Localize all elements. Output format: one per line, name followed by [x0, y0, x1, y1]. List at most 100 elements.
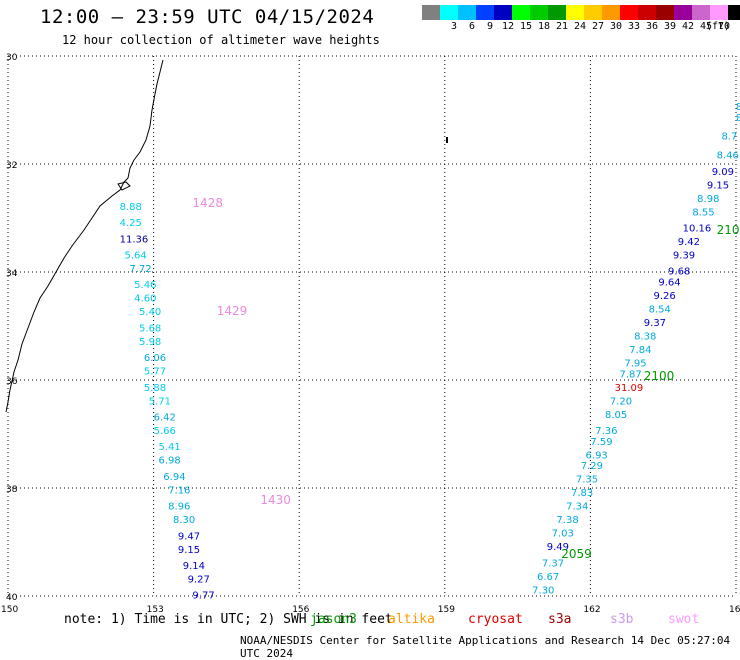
- lat-lon-grid: [7, 55, 737, 597]
- track: 8.88 4.25 11.36 5.64 7.72 5.46 4.60 5.40 5.68 5.9…: [120, 196, 291, 602]
- wave-height-value: 5.77: [144, 367, 166, 378]
- lat-tick-label: 40: [6, 593, 18, 603]
- legend-label: 24: [574, 21, 587, 32]
- wave-height-value: 5.88: [144, 383, 166, 394]
- legend-swatch: [566, 5, 584, 20]
- axis-labels: 30 32 34 36 38 40 150 153 156 159 162 165: [1, 53, 740, 615]
- wave-height-value: 7.83: [571, 488, 593, 499]
- satellite-altika: altika: [388, 612, 435, 627]
- wave-height-value: 10.16: [683, 224, 712, 235]
- legend-label: 30: [610, 21, 623, 32]
- legend-label: 12: [502, 21, 515, 32]
- wave-height-value: 6.06: [144, 353, 166, 364]
- wave-height-value: 9.47: [178, 531, 200, 542]
- wave-height-value: 8.7: [721, 132, 737, 143]
- legend-swatch: [548, 5, 566, 20]
- wave-height-value: 6.98: [158, 456, 180, 467]
- wave-height-value: 7.16: [168, 485, 190, 496]
- legend-swatch: [512, 5, 530, 20]
- wave-height-value: 6.93: [586, 450, 608, 461]
- wave-height-value: 7.30: [532, 585, 554, 596]
- satellite-cryosat: cryosat: [468, 612, 523, 627]
- legend-label: 27: [592, 21, 605, 32]
- island: [446, 137, 448, 143]
- wave-height-value: 7.59: [590, 437, 612, 448]
- lon-tick-label: 162: [583, 605, 600, 615]
- legend-label: 9: [487, 21, 494, 32]
- lat-tick-label: 32: [6, 161, 17, 171]
- lon-tick-label: 150: [1, 605, 18, 615]
- wave-height-value: 9.49: [547, 542, 569, 553]
- wave-height-value: 7.36: [595, 426, 617, 437]
- wave-height-value: 7.03: [552, 529, 574, 540]
- map-title: 12:00 — 23:59 UTC 04/15/2024: [40, 6, 375, 28]
- wave-height-value: 6.42: [154, 413, 176, 424]
- legend-swatch: [458, 5, 476, 20]
- legend-swatch: [494, 5, 512, 20]
- legend-swatch: [476, 5, 494, 20]
- legend-swatch: [440, 5, 458, 20]
- footnote: note: 1) Time is in UTC; 2) SWH is in fe…: [64, 612, 393, 627]
- wave-height-value: 7.20: [610, 396, 632, 407]
- wave-height-value: 8: [736, 102, 740, 113]
- legend-label: 18: [538, 21, 551, 32]
- wave-height-value: 5.41: [158, 442, 180, 453]
- wave-height-value: 5.98: [139, 337, 161, 348]
- wave-height-value: 9.77: [192, 591, 214, 602]
- wave-height-value: 9.39: [673, 251, 695, 262]
- wave-height-value: 8.46: [717, 151, 739, 162]
- lon-tick-label: 153: [147, 605, 164, 615]
- map-subtitle: 12 hour collection of altimeter wave hei…: [62, 33, 380, 47]
- lat-tick-label: 30: [6, 53, 18, 63]
- legend-label: 36: [646, 21, 659, 32]
- satellite-s3a: s3a: [548, 612, 572, 627]
- pass-label: 1430: [260, 493, 291, 507]
- wave-height-value: 7.37: [542, 558, 564, 569]
- pass-label: 210: [717, 223, 740, 237]
- track: 88. 8.7 8.46 9.09 9.15 8.98 8.55 10.16 9.42 9.39 9…: [532, 102, 740, 596]
- legend-label: 21: [556, 21, 569, 32]
- satellite-s3b: s3b: [610, 612, 634, 627]
- wave-height-value: 9.15: [178, 545, 200, 556]
- wave-height-value: 5.71: [149, 396, 171, 407]
- pass-label: 1429: [217, 304, 248, 318]
- wave-height-value: 9.15: [707, 180, 729, 191]
- lon-tick-label: 165: [729, 605, 740, 615]
- legend-swatch: [620, 5, 638, 20]
- color-legend: [422, 5, 740, 20]
- satellite-tracks: 8.88 4.25 11.36 5.64 7.72 5.46 4.60 5.40 5.68 5.9…: [120, 102, 740, 602]
- wave-height-value: 9.42: [678, 237, 700, 248]
- credit-line: NOAA/NESDIS Center for Satellite Applica…: [240, 634, 731, 660]
- legend-label: 15: [520, 21, 533, 32]
- pass-label: 2100: [644, 369, 675, 383]
- satellite-swot: swot: [668, 612, 700, 627]
- wave-height-value: 9.09: [712, 167, 734, 178]
- legend-unit: (ft): [706, 21, 731, 32]
- wave-height-value: 9.27: [188, 575, 210, 586]
- wave-height-value: 7.38: [556, 515, 578, 526]
- wave-height-value: 6.67: [537, 572, 559, 583]
- legend-swatch: [728, 5, 740, 20]
- lon-tick-label: 159: [438, 605, 455, 615]
- wave-height-value: 9.37: [644, 318, 666, 329]
- wave-height-value: 6.94: [163, 472, 185, 483]
- wave-height-value: 7.29: [581, 461, 603, 472]
- wave-height-value: 7.35: [576, 475, 598, 486]
- legend-swatch: [530, 5, 548, 20]
- satellite-jason3: jason3: [310, 612, 357, 627]
- wave-height-value: 9.68: [668, 267, 690, 278]
- legend-label: 33: [628, 21, 641, 32]
- lat-tick-label: 36: [6, 377, 18, 387]
- wave-height-value: 5.46: [134, 280, 156, 291]
- wave-height-value: 7.72: [129, 264, 151, 275]
- wave-height-value: 31.09: [615, 383, 644, 394]
- wave-height-value: 8.38: [634, 332, 656, 343]
- legend-swatch: [422, 5, 440, 20]
- wave-height-value: 8.30: [173, 515, 195, 526]
- legend-swatch: [674, 5, 692, 20]
- wave-height-value: 5.40: [139, 307, 161, 318]
- legend-swatch: [602, 5, 620, 20]
- wave-height-value: 7.34: [566, 502, 588, 513]
- legend-swatch: [656, 5, 674, 20]
- pass-label: 1428: [192, 196, 223, 210]
